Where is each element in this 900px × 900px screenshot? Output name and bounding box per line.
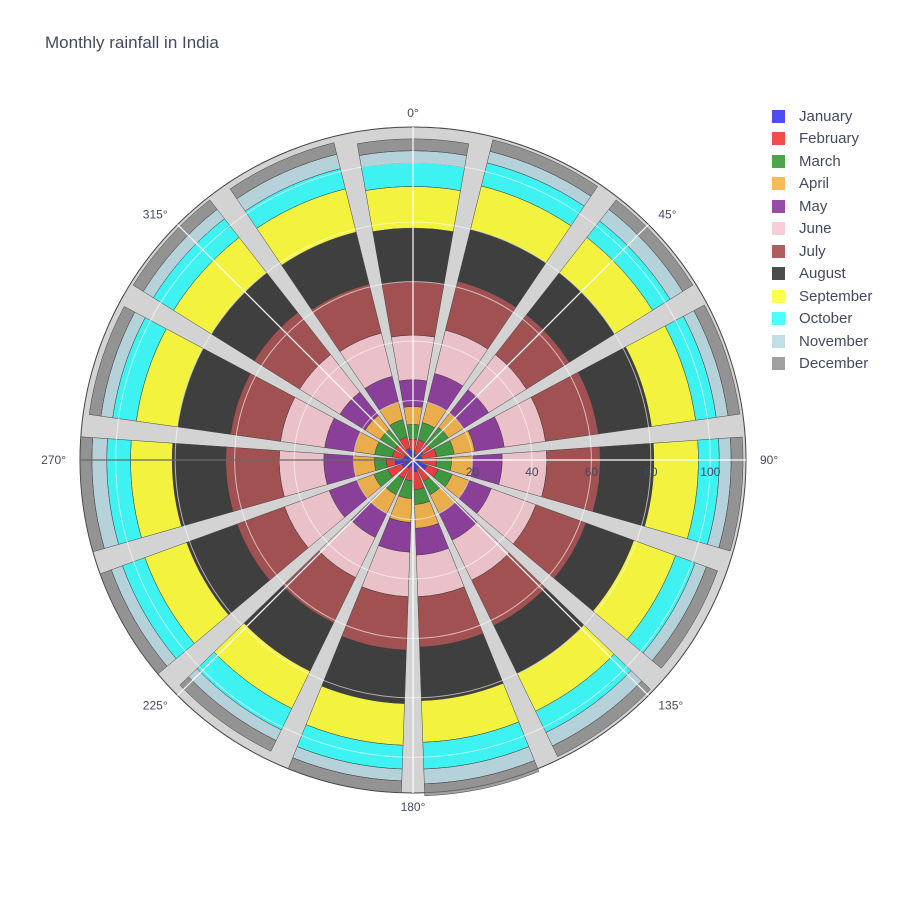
angular-gridline-315 xyxy=(177,224,414,461)
legend-label: June xyxy=(799,220,832,238)
bar-december-312[interactable] xyxy=(132,199,218,292)
angular-gridline-135 xyxy=(412,459,649,696)
legend-label: January xyxy=(799,107,853,125)
bar-december-96[interactable] xyxy=(718,436,744,552)
bar-december-288[interactable] xyxy=(88,306,136,417)
radial-tick-label: 20 xyxy=(466,465,480,479)
legend-item-march[interactable]: March xyxy=(772,150,872,173)
angular-tick-label: 180° xyxy=(401,800,426,814)
angular-tick-label: 0° xyxy=(407,106,419,120)
bar-december-264[interactable] xyxy=(79,436,105,553)
bar-december-24[interactable] xyxy=(489,139,598,197)
legend-item-december[interactable]: December xyxy=(772,353,872,376)
legend-item-june[interactable]: June xyxy=(772,218,872,241)
angular-gridline-225 xyxy=(177,459,414,696)
bar-december-168[interactable] xyxy=(424,760,540,797)
legend-item-november[interactable]: November xyxy=(772,330,872,353)
bar-december-216[interactable] xyxy=(179,676,277,752)
angular-tick-label: 45° xyxy=(658,208,676,222)
legend-swatch xyxy=(772,289,785,303)
radial-tick-label: 60 xyxy=(585,465,599,479)
radial-tick-label: 80 xyxy=(644,465,658,479)
legend-label: March xyxy=(799,152,841,170)
radial-tick-label: 100 xyxy=(700,465,720,479)
bar-december-336[interactable] xyxy=(229,142,338,200)
bar-december-48[interactable] xyxy=(608,199,694,292)
radial-tick-label: 40 xyxy=(525,465,539,479)
legend-label: November xyxy=(799,332,869,350)
bar-december-192[interactable] xyxy=(287,757,403,794)
legend-swatch xyxy=(772,199,785,213)
legend-item-october[interactable]: October xyxy=(772,308,872,331)
legend-swatch xyxy=(772,222,785,236)
legend-swatch xyxy=(772,154,785,168)
legend-label: October xyxy=(799,310,853,328)
chart-title: Monthly rainfall in India xyxy=(45,33,219,52)
bar-december-144[interactable] xyxy=(552,680,651,757)
angular-tick-label: 135° xyxy=(658,698,683,712)
gridlines xyxy=(80,127,746,793)
angular-tick-label: 315° xyxy=(143,208,168,222)
axis-labels: 0° 45° 90° 135° 180° 225° 270° 315° 20 40 60 80 100 xyxy=(41,106,778,814)
legend-item-august[interactable]: August xyxy=(772,263,872,286)
bar-december-240[interactable] xyxy=(99,569,168,675)
bar-december-120[interactable] xyxy=(651,566,718,669)
legend-label: September xyxy=(799,287,873,305)
legend-swatch xyxy=(772,109,785,123)
legend-swatch xyxy=(772,357,785,371)
legend-swatch xyxy=(772,244,785,258)
angular-gridline-45 xyxy=(412,224,649,461)
legend-swatch xyxy=(772,177,785,191)
legend-label: February xyxy=(799,130,860,148)
legend-label: July xyxy=(799,242,826,260)
legend-label: August xyxy=(799,265,846,283)
angular-tick-label: 270° xyxy=(41,453,66,467)
legend-item-may[interactable]: May xyxy=(772,195,872,218)
legend-swatch xyxy=(772,312,785,326)
legend-item-july[interactable]: July xyxy=(772,240,872,263)
angular-tick-label: 90° xyxy=(760,453,778,467)
bar-december-72[interactable] xyxy=(693,304,741,417)
legend-label: April xyxy=(799,175,830,193)
legend: January February March April May June July Augu… xyxy=(772,105,872,375)
legend-item-january[interactable]: January xyxy=(772,105,872,128)
legend-label: May xyxy=(799,197,828,215)
legend-item-april[interactable]: April xyxy=(772,173,872,196)
angular-tick-label: 225° xyxy=(143,698,168,712)
legend-swatch xyxy=(772,334,785,348)
legend-item-september[interactable]: September xyxy=(772,285,872,308)
legend-label: December xyxy=(799,355,869,373)
legend-swatch xyxy=(772,267,785,281)
legend-swatch xyxy=(772,132,785,146)
legend-item-february[interactable]: February xyxy=(772,128,872,151)
